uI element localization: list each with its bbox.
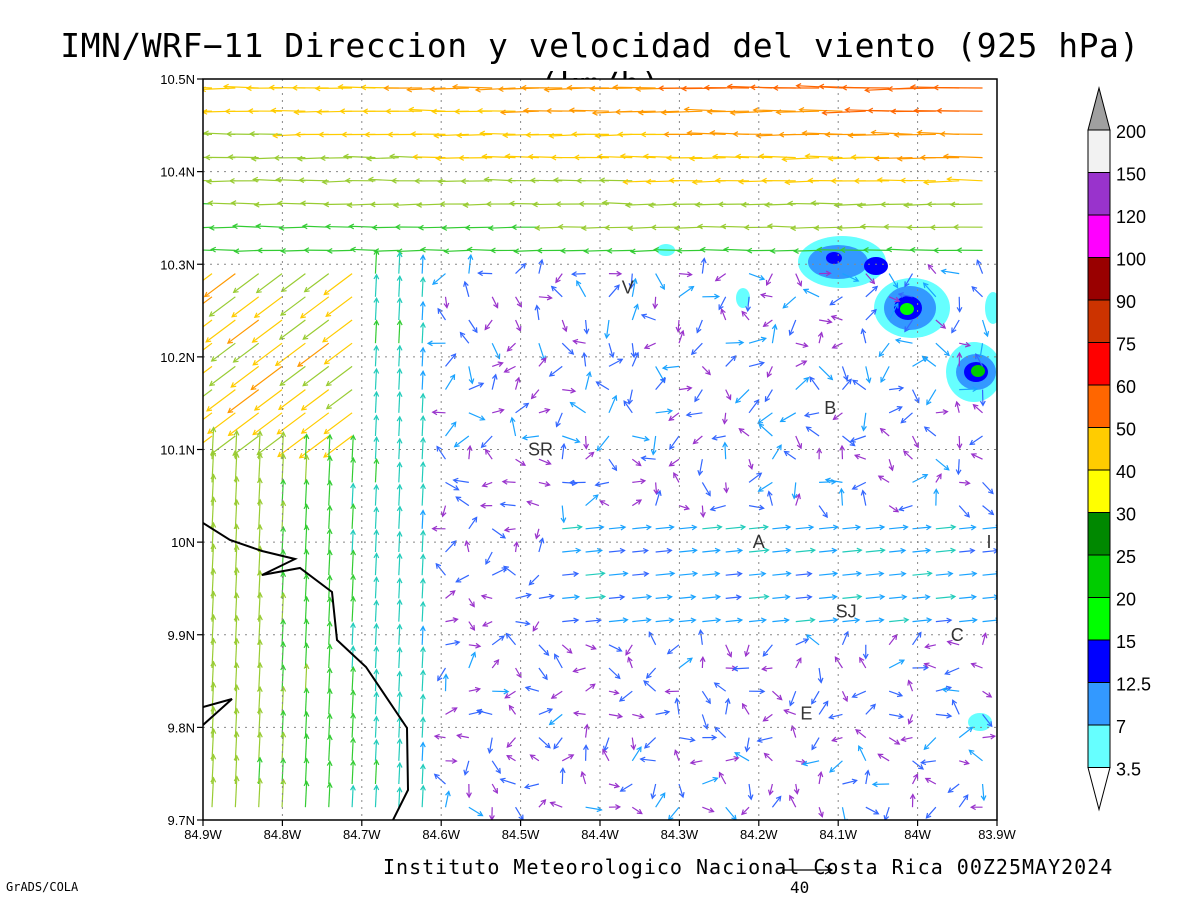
lon-tick-label: 84.8W — [264, 827, 302, 842]
lat-tick-label: 10.4N — [160, 165, 195, 180]
colorbar-label: 120 — [1116, 207, 1146, 227]
lon-tick-label: 83.9W — [978, 827, 1016, 842]
colorbar-label: 20 — [1116, 590, 1136, 610]
colorbar-segment — [1087, 299, 1111, 343]
wind-vectors — [203, 82, 997, 820]
colorbar-segment — [1087, 172, 1111, 216]
lat-tick-label: 9.9N — [168, 628, 195, 643]
lat-tick-label: 9.7N — [168, 813, 195, 828]
colorbar-label: 15 — [1116, 632, 1136, 652]
reference-vector-label: 40 — [790, 878, 810, 897]
place-label: I — [987, 532, 992, 552]
colorbar: 200 150 120 100 90 75 60 50 40 30 25 20 15 12.5 7 3.5 — [1087, 86, 1151, 812]
colorbar-label: 40 — [1116, 462, 1136, 482]
coastline — [203, 522, 410, 820]
place-label: SJ — [836, 602, 857, 622]
colorbar-label: 90 — [1116, 292, 1136, 312]
colorbar-label: 50 — [1116, 420, 1136, 440]
colorbar-segment — [1087, 682, 1111, 726]
place-label: V — [622, 277, 634, 297]
colorbar-label: 7 — [1116, 717, 1126, 737]
colorbar-label: 75 — [1116, 335, 1136, 355]
footer-credit: Instituto Meteorologico Nacional Costa R… — [383, 855, 1114, 879]
colorbar-segment — [1087, 384, 1111, 428]
colorbar-label: 3.5 — [1116, 760, 1141, 780]
lon-tick-label: 84W — [904, 827, 931, 842]
colorbar-segment — [1087, 639, 1111, 683]
colorbar-segment — [1087, 129, 1111, 173]
lat-tick-label: 10.3N — [160, 257, 195, 272]
axis-ticks: 10.5N 10.4N 10.3N 10.2N 10.1N 10N 9.9N 9.8N 9.7N… — [160, 72, 1016, 842]
lon-tick-label: 84.1W — [819, 827, 857, 842]
coastline-peninsula — [203, 698, 233, 726]
colorbar-segment — [1087, 342, 1111, 386]
lon-tick-label: 84.2W — [740, 827, 778, 842]
colorbar-segment — [1087, 597, 1111, 641]
reference-vector — [782, 865, 834, 875]
colorbar-segment — [1087, 214, 1111, 258]
lat-tick-label: 9.8N — [168, 720, 195, 735]
colorbar-label: 12.5 — [1116, 675, 1151, 695]
place-label: E — [800, 703, 812, 723]
place-label: C — [951, 625, 964, 645]
lon-tick-label: 84.3W — [661, 827, 699, 842]
lat-tick-label: 10.1N — [160, 443, 195, 458]
lat-tick-label: 10N — [171, 535, 195, 550]
colorbar-segment — [1087, 512, 1111, 556]
lon-tick-label: 84.5W — [502, 827, 540, 842]
colorbar-segment — [1087, 724, 1111, 768]
colorbar-label: 200 — [1116, 122, 1146, 142]
lat-tick-label: 10.2N — [160, 350, 195, 365]
lon-tick-label: 84.9W — [184, 827, 222, 842]
speed-shading — [657, 236, 997, 731]
place-label: B — [824, 398, 836, 418]
colorbar-segment — [1087, 427, 1111, 471]
colorbar-segment — [1087, 469, 1111, 513]
place-label: A — [753, 532, 765, 552]
lat-tick-label: 10.5N — [160, 72, 195, 87]
grid — [203, 79, 997, 820]
colorbar-label: 30 — [1116, 505, 1136, 525]
colorbar-segment — [1087, 554, 1111, 598]
lon-tick-label: 84.6W — [422, 827, 460, 842]
place-labels: V B SR A I SJ C E — [528, 277, 992, 723]
colorbar-bottom-triangle — [1087, 767, 1111, 812]
lon-tick-label: 84.4W — [581, 827, 619, 842]
colorbar-label: 60 — [1116, 377, 1136, 397]
lon-tick-label: 84.7W — [343, 827, 381, 842]
software-label: GrADS/COLA — [6, 880, 79, 894]
colorbar-segment — [1087, 257, 1111, 301]
colorbar-top-triangle — [1087, 86, 1111, 131]
colorbar-label: 150 — [1116, 165, 1146, 185]
place-label: SR — [528, 440, 553, 460]
colorbar-label: 100 — [1116, 250, 1146, 270]
colorbar-label: 25 — [1116, 547, 1136, 567]
